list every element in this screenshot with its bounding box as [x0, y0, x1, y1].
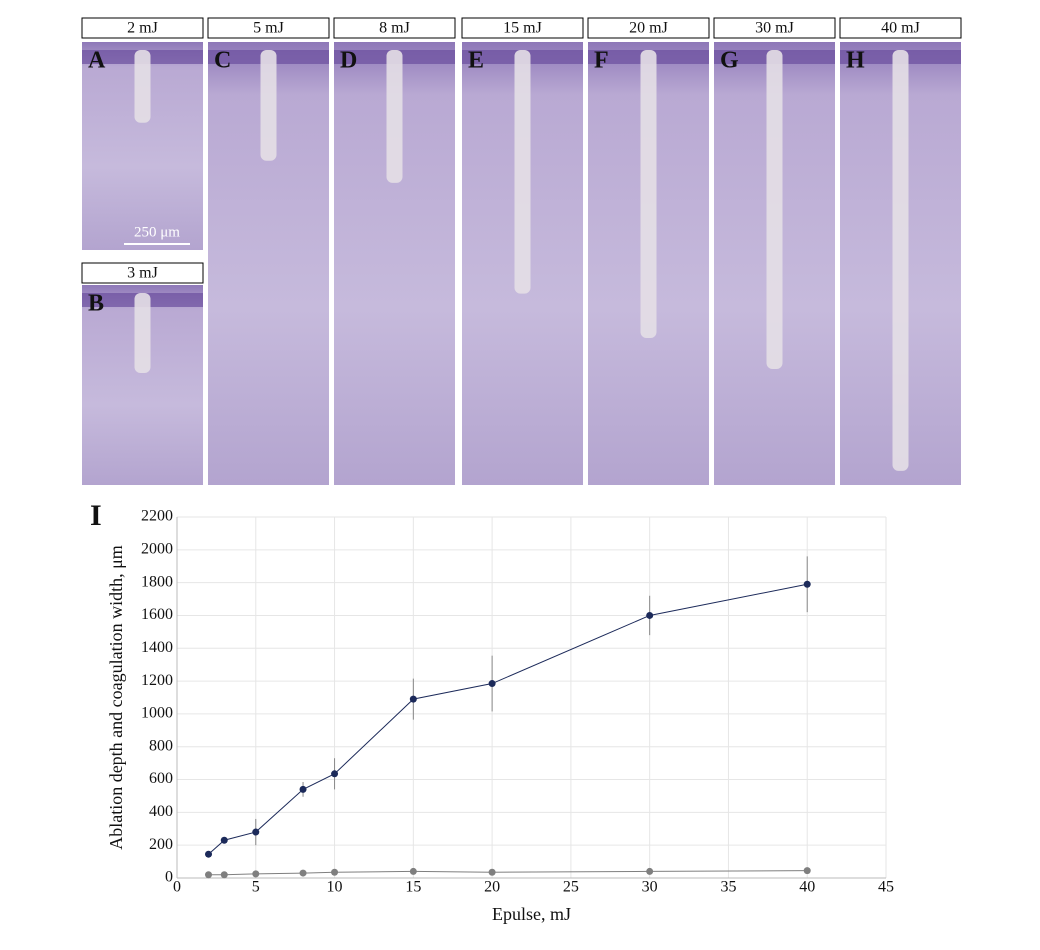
data-point [409, 695, 417, 703]
panel-energy: 15 mJ [503, 20, 542, 37]
panel-letter: G [720, 48, 739, 74]
y-tick-label: 800 [149, 737, 173, 754]
data-point [331, 770, 339, 778]
panel-header [81, 262, 204, 284]
data-point [299, 869, 307, 877]
panel-energy: 5 mJ [253, 20, 284, 37]
y-tick-label: 200 [149, 836, 173, 853]
data-point [252, 828, 260, 836]
data-point [646, 611, 654, 619]
ablation-channel [766, 50, 783, 369]
y-tick-label: 400 [149, 803, 173, 820]
x-axis-label: Epulse, mJ [492, 904, 571, 924]
panel-header [461, 17, 584, 39]
x-tick-label: 10 [327, 879, 343, 896]
ablation-channel [892, 50, 909, 471]
data-point [205, 850, 213, 858]
x-tick-label: 30 [642, 879, 658, 896]
y-tick-label: 600 [149, 770, 173, 787]
panel-letter: B [88, 291, 104, 317]
data-point [220, 836, 228, 844]
data-point [220, 871, 228, 879]
panel-energy: 30 mJ [755, 20, 794, 37]
x-tick-label: 40 [799, 879, 815, 896]
ablation-channel [514, 50, 531, 294]
data-point [252, 870, 260, 878]
x-tick-label: 5 [252, 879, 260, 896]
panel-letter: I [90, 499, 102, 532]
panel-letter: E [468, 48, 484, 74]
y-tick-label: 1200 [141, 672, 173, 689]
x-tick-label: 0 [173, 879, 181, 896]
data-point [488, 680, 496, 688]
panel-energy: 8 mJ [379, 20, 410, 37]
series-line [208, 870, 808, 876]
panel-header [207, 17, 330, 39]
ablation-channel [260, 50, 277, 161]
data-point [488, 868, 496, 876]
y-tick-label: 1800 [141, 573, 173, 590]
x-tick-label: 25 [563, 879, 579, 896]
panel-letter: D [340, 48, 357, 74]
data-point [299, 785, 307, 793]
data-point [803, 580, 811, 588]
x-tick-label: 15 [405, 879, 421, 896]
y-tick-label: 2200 [141, 508, 173, 525]
data-point [205, 871, 213, 879]
y-tick-label: 0 [165, 869, 173, 886]
panel-letter: F [594, 48, 609, 74]
y-tick-label: 1000 [141, 705, 173, 722]
series-line [208, 583, 808, 855]
x-tick-label: 20 [484, 879, 500, 896]
panel-energy: 3 mJ [127, 265, 158, 282]
data-point [646, 867, 654, 875]
panel-header [81, 17, 204, 39]
scale-bar-label: 250 μm [134, 224, 180, 240]
ablation-channel [640, 50, 657, 338]
data-point [331, 868, 339, 876]
panel-letter: H [846, 48, 865, 74]
y-axis-label: Ablation depth and coagulation width, μm [106, 545, 126, 850]
ablation-channel [134, 293, 151, 373]
panel-header [587, 17, 710, 39]
x-tick-label: 35 [720, 879, 736, 896]
y-tick-label: 1400 [141, 639, 173, 656]
panel-letter: C [214, 48, 231, 74]
panel-header [713, 17, 836, 39]
data-point [803, 867, 811, 875]
y-tick-label: 2000 [141, 540, 173, 557]
panel-energy: 2 mJ [127, 20, 158, 37]
data-point [409, 867, 417, 875]
panel-letter: A [88, 48, 106, 74]
panel-header [333, 17, 456, 39]
y-tick-label: 1600 [141, 606, 173, 623]
x-tick-label: 45 [878, 879, 894, 896]
ablation-channel [386, 50, 403, 183]
panel-header [839, 17, 962, 39]
ablation-channel [134, 50, 151, 123]
panel-energy: 40 mJ [881, 20, 920, 37]
panel-energy: 20 mJ [629, 20, 668, 37]
